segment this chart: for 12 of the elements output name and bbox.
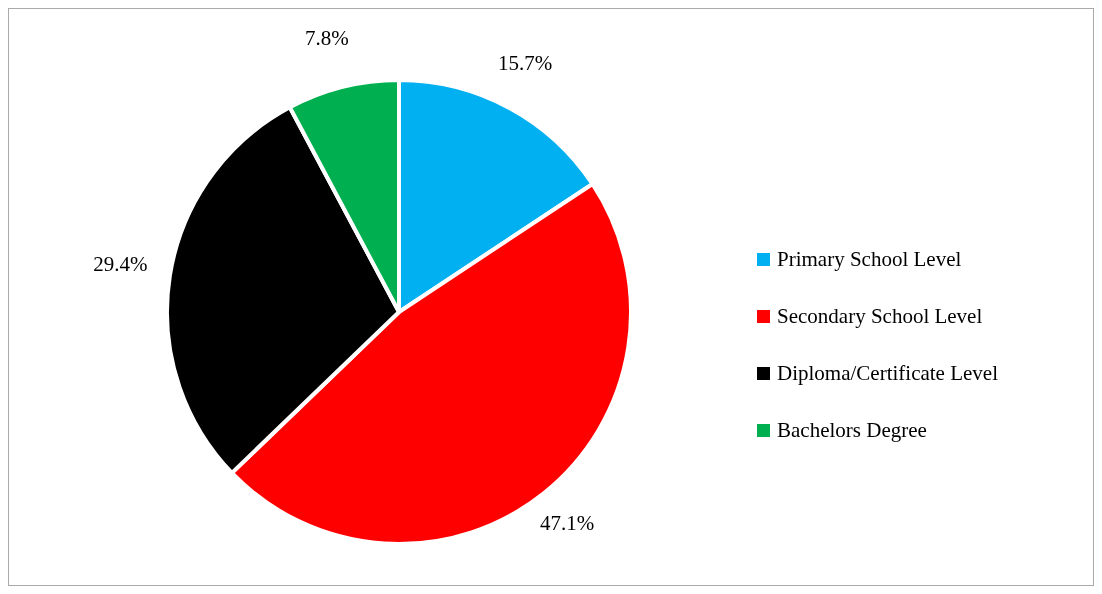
data-label: 7.8% — [304, 26, 349, 51]
data-label: 47.1% — [540, 511, 595, 536]
legend-label: Secondary School Level — [777, 304, 983, 329]
legend-entry: Secondary School Level — [757, 288, 998, 345]
legend-label: Bachelors Degree — [777, 418, 927, 443]
legend-entry: Diploma/Certificate Level — [757, 345, 998, 402]
legend-label: Primary School Level — [777, 247, 962, 272]
legend-label: Diploma/Certificate Level — [777, 361, 998, 386]
data-label: 29.4% — [93, 251, 148, 276]
legend-entry: Bachelors Degree — [757, 402, 998, 459]
data-label: 15.7% — [498, 51, 553, 76]
legend-entry: Primary School Level — [757, 231, 998, 288]
